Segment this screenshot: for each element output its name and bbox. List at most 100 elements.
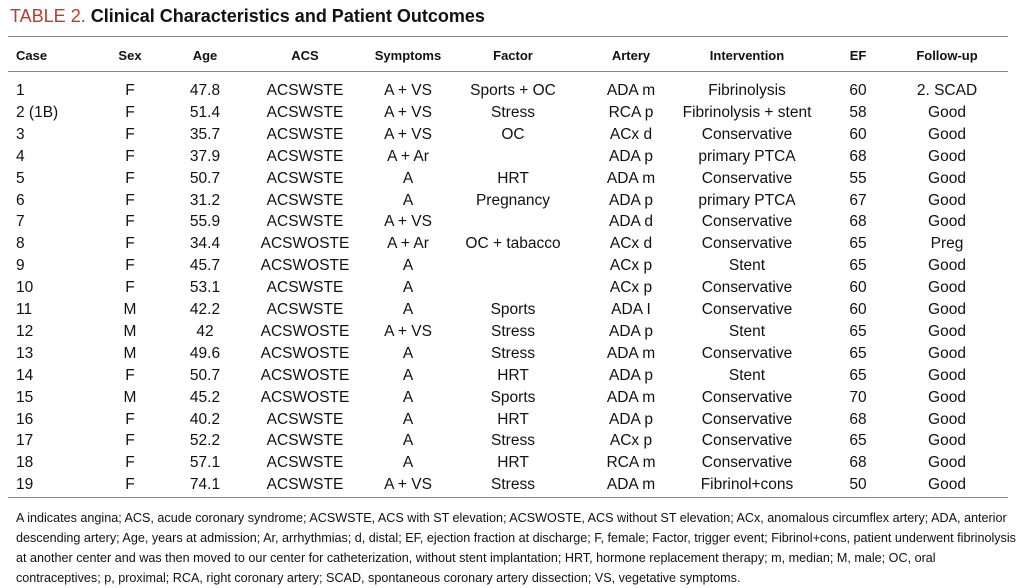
table-cell: Good: [928, 279, 966, 297]
table-cell: Stress: [491, 344, 535, 362]
table-cell: 42.2: [189, 301, 221, 318]
table-cell: Stent: [728, 257, 766, 275]
table-cell: Good: [928, 322, 966, 340]
table-cell: primary PTCA: [698, 191, 796, 209]
table-cell: 31.2: [189, 191, 221, 209]
table-cell: Conservative: [701, 213, 793, 231]
table-cell: A: [402, 257, 414, 275]
table-cell: 60: [849, 125, 867, 143]
table-cell: A: [402, 301, 414, 318]
table-cell: 19: [16, 476, 34, 494]
table-cell: ACSWSTE: [266, 410, 344, 428]
table-cell: F: [125, 366, 135, 384]
table-cell: Stress: [491, 476, 535, 494]
table-cell: ACSWSTE: [266, 103, 344, 121]
table-cell: 49.6: [189, 344, 221, 362]
column-header: Case: [16, 48, 48, 63]
table-cell: A + Ar: [387, 235, 429, 253]
table-cell: Conservative: [701, 169, 793, 187]
table-cell: ADA m: [606, 476, 656, 494]
column-header: Follow-up: [916, 48, 978, 63]
table-cell: F: [125, 169, 135, 187]
table-cell: primary PTCA: [698, 147, 796, 165]
column-header: EF: [849, 48, 867, 63]
table-cell: 47.8: [189, 82, 221, 99]
table-cell: ADA m: [606, 388, 656, 406]
table-cell: ADA m: [606, 82, 656, 99]
table-cell: M: [123, 388, 137, 406]
table-cell: Good: [928, 454, 966, 472]
table-cell: 60: [849, 301, 867, 318]
column-header: Sex: [118, 48, 142, 63]
table-cell: Conservative: [701, 235, 793, 253]
table-cell: 50.7: [189, 366, 221, 384]
table-cell: ADA p: [609, 147, 653, 165]
table-cell: 42: [196, 322, 214, 340]
table-cell: ACx p: [609, 432, 653, 450]
column-header: Artery: [611, 48, 651, 63]
table-cell: Fibrinol+cons: [700, 476, 794, 494]
table-cell: 40.2: [189, 410, 221, 428]
table-cell: ACSWOSTE: [260, 235, 350, 253]
table-cell: 35.7: [189, 125, 221, 143]
table-cell: Sports: [490, 388, 536, 406]
table-cell: ACSWSTE: [266, 147, 344, 165]
table-cell: A: [402, 344, 414, 362]
table-cell: A + VS: [384, 322, 432, 340]
table-cell: Sports: [490, 301, 536, 318]
table-cell: 3: [16, 125, 25, 143]
table-cell: 8: [16, 235, 25, 253]
table-cell: F: [125, 191, 135, 209]
table-cell: 2 (1B): [16, 103, 59, 121]
table-cell: F: [125, 432, 135, 450]
table-cell: ACSWSTE: [266, 279, 344, 297]
table-cell: 6: [16, 191, 25, 209]
table-cell: ADA p: [609, 366, 653, 384]
table-cell: Fibrinolysis + stent: [682, 103, 812, 121]
table-cell: M: [123, 301, 137, 318]
table-cell: ACx d: [609, 235, 653, 253]
column-header: Factor: [493, 48, 533, 63]
table-cell: 50: [849, 476, 867, 494]
table-cell: 68: [849, 410, 867, 428]
table-cell: ACSWSTE: [266, 191, 344, 209]
table-cell: 58: [849, 103, 867, 121]
rule: [8, 71, 1008, 72]
table-cell: ACSWOSTE: [260, 344, 350, 362]
table-cell: F: [125, 125, 135, 143]
table-cell: ACSWOSTE: [260, 388, 350, 406]
table-cell: Stress: [491, 432, 535, 450]
table-cell: Good: [928, 301, 966, 318]
footnote: A indicates angina; ACS, acude coronary …: [16, 511, 1016, 585]
table-cell: F: [125, 147, 135, 165]
table-cell: ACSWSTE: [266, 82, 344, 99]
table-cell: ACSWSTE: [266, 476, 344, 494]
table-cell: 2. SCAD: [916, 82, 978, 99]
table-cell: ACx d: [609, 125, 653, 143]
table-cell: Good: [928, 257, 966, 275]
table-cell: A + VS: [384, 213, 432, 231]
table-cell: 52.2: [189, 432, 221, 450]
table-cell: Good: [928, 147, 966, 165]
table-cell: 1: [16, 82, 25, 99]
table-cell: 55.9: [189, 213, 221, 231]
table-cell: A: [402, 388, 414, 406]
table-cell: Good: [928, 169, 966, 187]
table-cell: 16: [16, 410, 34, 428]
table-cell: Good: [928, 344, 966, 362]
table-cell: A + VS: [384, 125, 432, 143]
table-cell: Good: [928, 125, 966, 143]
table-cell: Conservative: [701, 388, 793, 406]
table-cell: 17: [16, 432, 34, 450]
table-cell: Conservative: [701, 454, 793, 472]
table-title: TABLE 2. Clinical Characteristics and Pa…: [10, 6, 485, 27]
table-cell: OC + tabacco: [465, 235, 561, 253]
table-cell: F: [125, 454, 135, 472]
table-cell: Good: [928, 388, 966, 406]
table-cell: 65: [849, 344, 867, 362]
table-cell: Conservative: [701, 410, 793, 428]
table-cell: 65: [849, 322, 867, 340]
table-cell: A: [402, 410, 414, 428]
table-cell: ACSWSTE: [266, 213, 344, 231]
table-cell: ADA m: [606, 344, 656, 362]
